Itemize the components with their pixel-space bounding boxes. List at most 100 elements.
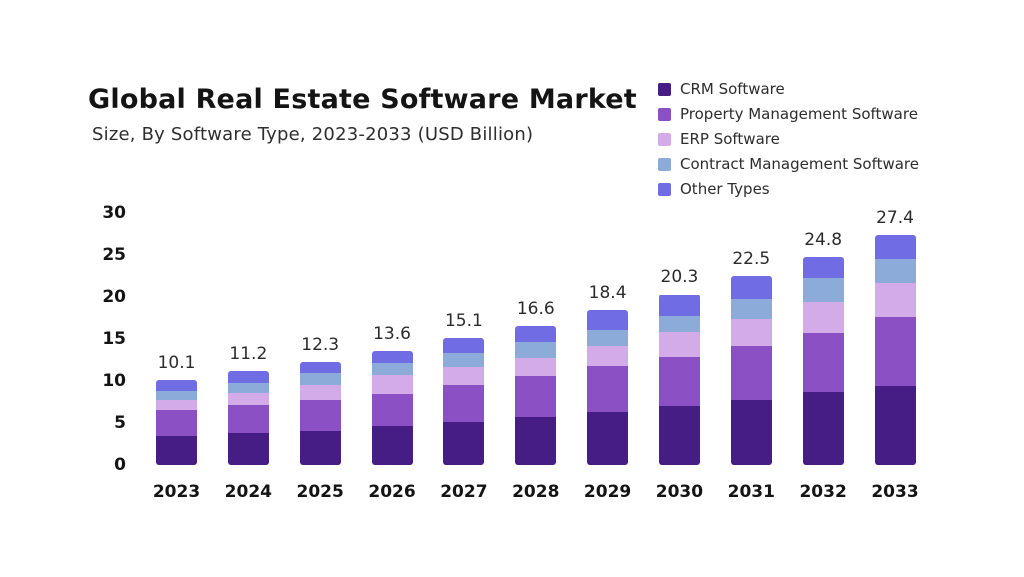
x-axis-tick-label: 2030 — [655, 482, 704, 502]
legend-label: Other Types — [680, 180, 770, 198]
bar-segment — [587, 412, 629, 465]
bar-segment — [802, 302, 844, 334]
bar-segment — [802, 333, 844, 392]
bar-total-label: 13.6 — [373, 323, 411, 344]
y-axis-tick-label: 30 — [102, 203, 126, 223]
bar-segment — [874, 259, 916, 283]
bar-segment — [299, 361, 341, 374]
x-axis-tick-label: 2025 — [296, 482, 344, 502]
x-axis-tick-label: 2033 — [871, 482, 919, 502]
x-axis-tick-label: 2027 — [440, 482, 488, 502]
bar-segment — [371, 350, 413, 364]
legend-swatch-icon — [658, 82, 671, 96]
bar-segment — [443, 422, 485, 465]
bar-segment — [658, 332, 700, 357]
bar-segment — [156, 391, 197, 400]
bar-total-label: 15.1 — [444, 311, 483, 332]
bar-segment — [658, 356, 700, 407]
bar-segment — [802, 256, 844, 278]
bar-total-label: 12.3 — [301, 334, 340, 355]
bar-segment — [658, 294, 700, 316]
y-axis-tick-label: 15 — [102, 329, 126, 349]
bar-segment — [874, 234, 916, 260]
stacked-bar-2023 — [156, 380, 197, 465]
bar-segment — [658, 315, 700, 333]
bar-segment — [515, 325, 557, 343]
x-axis-tick-label: 2024 — [224, 482, 273, 502]
bar-segment — [156, 380, 197, 392]
bar-segment — [874, 282, 916, 318]
bar-segment — [515, 342, 557, 358]
bar-total-label: 18.4 — [588, 283, 627, 304]
x-axis-tick-label: 2029 — [583, 482, 632, 502]
bar-segment — [299, 373, 341, 386]
chart-title: Global Real Estate Software Market — [88, 84, 637, 115]
legend-item: ERP Software — [658, 130, 919, 148]
bar-segment — [515, 357, 557, 376]
stacked-bar-2025 — [299, 361, 341, 465]
bar-segment — [730, 400, 772, 465]
plot-area: 10.1 11.2 12.3 13.6 15.1 16.6 18.4 20.3 22.5 24.8… — [140, 208, 932, 465]
bar-segment — [299, 400, 341, 431]
legend-label: Property Management Software — [680, 105, 918, 123]
bar-segment — [156, 410, 197, 436]
bar-segment — [874, 386, 916, 465]
bar-segment — [587, 329, 629, 346]
x-axis-tick-label: 2031 — [727, 482, 775, 502]
stacked-bar-2032 — [802, 256, 844, 465]
stacked-bar-2029 — [587, 310, 629, 465]
bar-segment — [515, 375, 557, 418]
bar-segment — [371, 426, 413, 465]
bar-total-label: 24.8 — [804, 229, 843, 250]
legend-swatch-icon — [658, 157, 671, 171]
chart-subtitle: Size, By Software Type, 2023-2033 (USD B… — [92, 124, 534, 145]
bar-segment — [227, 404, 269, 434]
stacked-bar-2031 — [730, 276, 772, 465]
bar-segment — [587, 365, 629, 413]
bar-segment — [730, 276, 772, 299]
bar-segment — [730, 298, 772, 319]
legend-swatch-icon — [658, 107, 671, 121]
bar-segment — [227, 392, 269, 405]
x-axis-tick-label: 2026 — [368, 482, 416, 502]
bar-segment — [515, 417, 557, 465]
y-axis-tick-label: 5 — [114, 413, 126, 433]
bar-segment — [802, 391, 844, 465]
bar-segment — [443, 385, 485, 423]
bar-segment — [227, 370, 269, 383]
legend-item: Other Types — [658, 180, 919, 198]
bar-total-label: 10.1 — [157, 353, 196, 374]
bar-total-label: 27.4 — [876, 207, 914, 228]
bar-segment — [730, 345, 772, 401]
legend-label: Contract Management Software — [680, 155, 919, 173]
legend-item: Contract Management Software — [658, 155, 919, 173]
bar-segment — [156, 399, 197, 411]
x-axis-tick-label: 2032 — [799, 482, 847, 502]
bar-segment — [443, 338, 485, 354]
y-axis-tick-label: 25 — [102, 245, 126, 265]
legend-item: Property Management Software — [658, 105, 919, 123]
y-axis-tick-label: 10 — [102, 371, 126, 391]
bar-segment — [156, 435, 197, 465]
stacked-bar-2033 — [874, 234, 916, 465]
legend-swatch-icon — [658, 182, 671, 196]
legend: CRM Software Property Management Software… — [658, 80, 919, 198]
bar-segment — [227, 433, 269, 465]
stacked-bar-2024 — [227, 370, 269, 465]
bar-segment — [658, 406, 700, 465]
stacked-bar-2026 — [371, 350, 413, 465]
stacked-bar-2030 — [658, 294, 700, 465]
bar-segment — [371, 375, 413, 394]
legend-swatch-icon — [658, 132, 671, 146]
bar-segment — [443, 353, 485, 367]
bar-segment — [371, 393, 413, 427]
bar-total-label: 16.6 — [516, 298, 555, 319]
bar-total-label: 20.3 — [660, 267, 699, 288]
stacked-bar-2028 — [515, 325, 557, 465]
legend-label: ERP Software — [680, 130, 780, 148]
bar-total-label: 11.2 — [229, 343, 268, 364]
y-axis-tick-label: 0 — [114, 455, 126, 475]
bar-segment — [227, 382, 269, 393]
bar-segment — [443, 366, 485, 386]
